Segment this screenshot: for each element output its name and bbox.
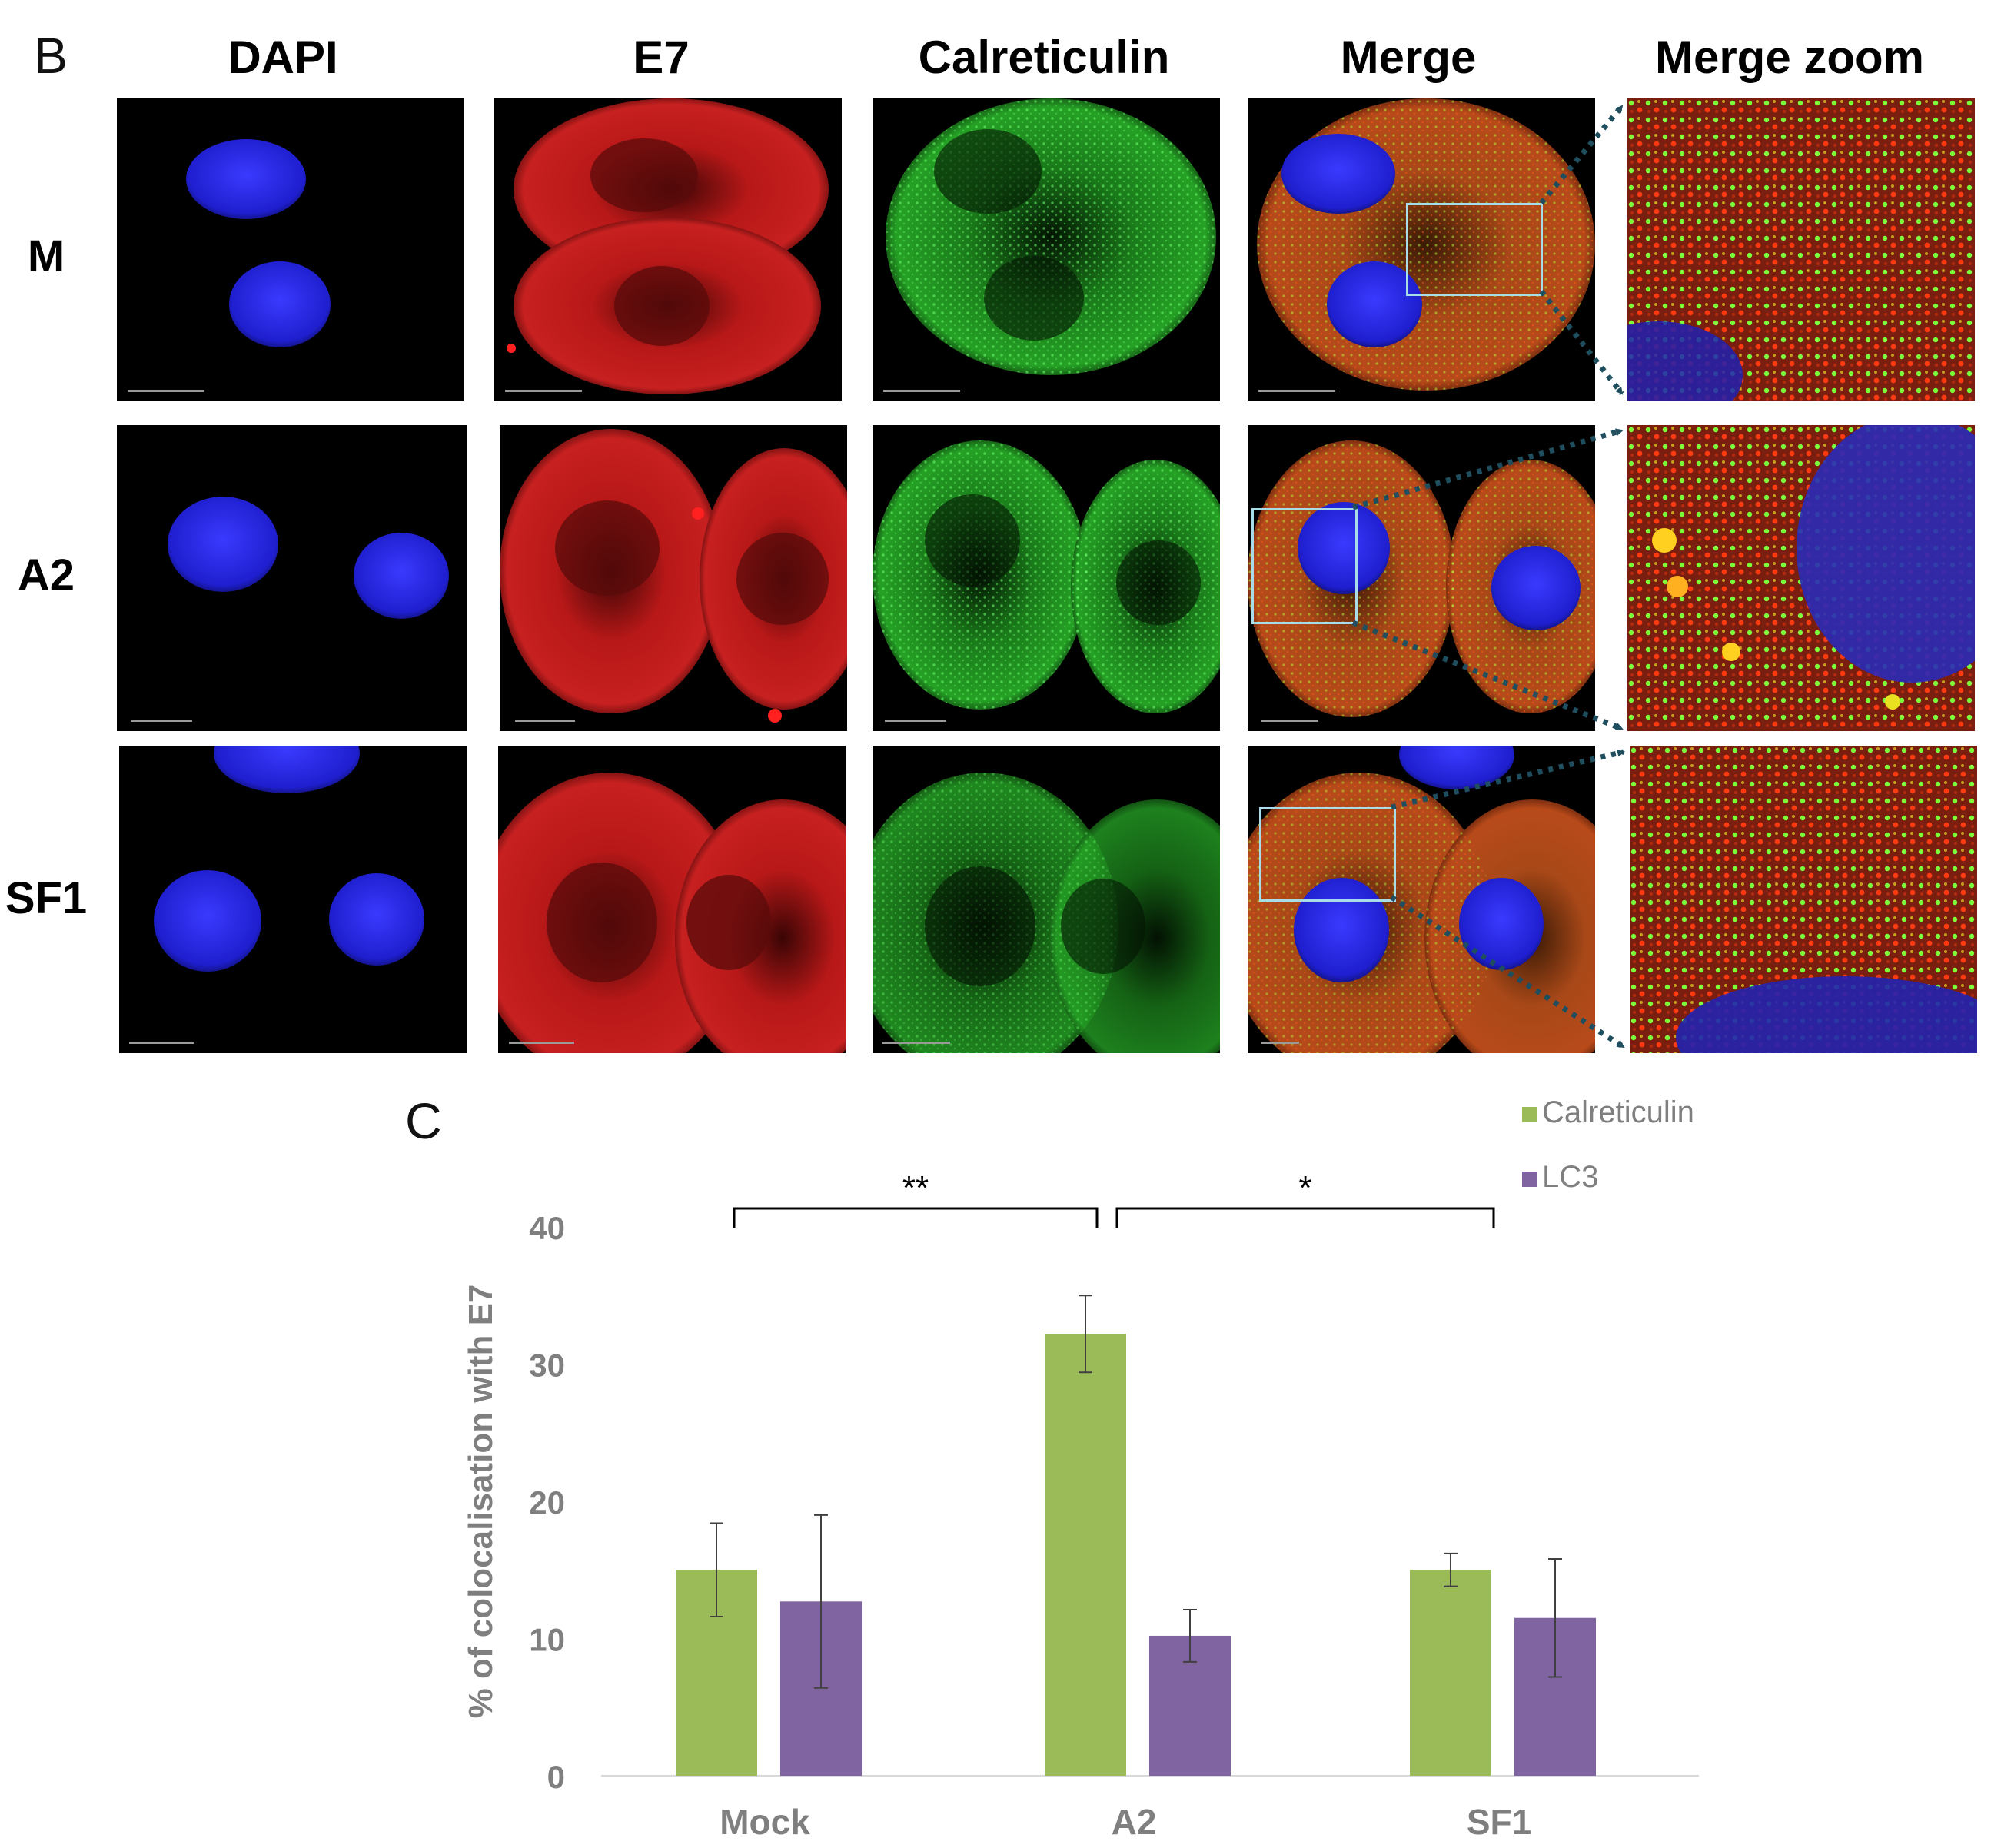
micrograph-a2-dapi bbox=[117, 425, 467, 731]
significance-label: ** bbox=[902, 1169, 929, 1207]
row-header-m: M bbox=[27, 231, 65, 281]
micrograph-a2-calreticulin bbox=[873, 425, 1220, 731]
micrograph-sf1-e7 bbox=[498, 746, 846, 1053]
column-header-calreticulin: Calreticulin bbox=[918, 32, 1170, 83]
scale-bar bbox=[882, 1042, 950, 1044]
y-tick-label: 10 bbox=[529, 1622, 565, 1658]
scale-bar bbox=[128, 390, 204, 392]
scale-bar bbox=[1261, 1042, 1299, 1044]
micrograph-sf1-merge bbox=[1248, 746, 1595, 1053]
y-axis-label: % of colocalisation with E7 bbox=[462, 1285, 500, 1719]
column-header-merge: Merge bbox=[1340, 32, 1477, 83]
micrograph-sf1-calreticulin bbox=[873, 746, 1220, 1053]
legend-swatch-calreticulin bbox=[1522, 1107, 1537, 1122]
scale-bar bbox=[509, 1042, 574, 1044]
scale-bar bbox=[129, 1042, 194, 1044]
zoom-region-box bbox=[1259, 807, 1396, 902]
y-tick-label: 40 bbox=[529, 1210, 565, 1246]
column-header-dapi: DAPI bbox=[228, 32, 338, 83]
row-header-a2: A2 bbox=[17, 550, 75, 600]
micrograph-m-dapi bbox=[117, 98, 464, 401]
bar-calreticulin-sf1 bbox=[1410, 1570, 1491, 1776]
row-header-sf1: SF1 bbox=[5, 873, 88, 923]
column-header-merge-zoom: Merge zoom bbox=[1654, 32, 1925, 83]
y-tick-label: 30 bbox=[529, 1348, 565, 1384]
y-tick-label: 0 bbox=[547, 1759, 565, 1795]
significance-bracket bbox=[1115, 1207, 1495, 1228]
scale-bar bbox=[885, 720, 946, 722]
panel-b-label: B bbox=[34, 27, 68, 84]
bar-calreticulin-a2 bbox=[1045, 1334, 1126, 1776]
zoom-region-box bbox=[1406, 203, 1543, 296]
legend-swatch-lc3 bbox=[1522, 1172, 1537, 1187]
x-tick-label: A2 bbox=[1112, 1802, 1157, 1842]
scale-bar bbox=[883, 390, 960, 392]
zoom-region-box bbox=[1251, 508, 1358, 624]
micrograph-a2-e7 bbox=[500, 425, 847, 731]
scale-bar bbox=[505, 390, 582, 392]
panel-c-label: C bbox=[405, 1092, 442, 1149]
significance-bracket bbox=[733, 1207, 1099, 1228]
micrograph-m-e7 bbox=[494, 98, 842, 401]
micrograph-a2-merge bbox=[1248, 425, 1595, 731]
significance-label: * bbox=[1298, 1169, 1311, 1207]
micrograph-sf1-dapi bbox=[119, 746, 467, 1053]
scale-bar bbox=[1261, 720, 1318, 722]
x-tick-label: SF1 bbox=[1467, 1802, 1531, 1842]
column-header-e7: E7 bbox=[633, 32, 690, 83]
micrograph-a2-merge-zoom bbox=[1627, 425, 1975, 731]
x-tick-label: Mock bbox=[720, 1802, 810, 1842]
scale-bar bbox=[515, 720, 575, 722]
scale-bar bbox=[1258, 390, 1335, 392]
scale-bar bbox=[131, 720, 192, 722]
micrograph-m-merge bbox=[1248, 98, 1595, 401]
micrograph-m-calreticulin bbox=[873, 98, 1220, 401]
micrograph-m-merge-zoom bbox=[1627, 98, 1975, 401]
legend-label-lc3: LC3 bbox=[1542, 1160, 1598, 1194]
colocalisation-bar-chart: 0 10 20 30 40 % of colocalisation with E7 Mock… bbox=[462, 1095, 1699, 1842]
micrograph-sf1-merge-zoom bbox=[1630, 746, 1977, 1053]
y-tick-label: 20 bbox=[529, 1484, 565, 1521]
legend-label-calreticulin: Calreticulin bbox=[1542, 1095, 1694, 1129]
